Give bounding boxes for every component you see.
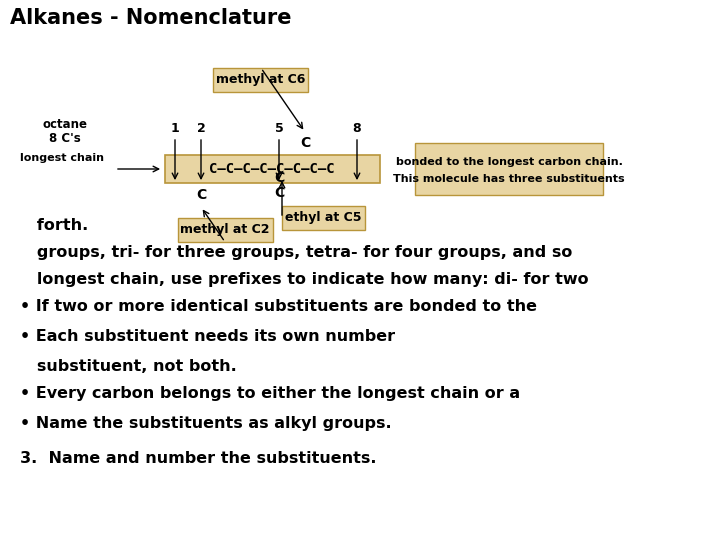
Text: substituent, not both.: substituent, not both. (20, 359, 237, 374)
Text: • Every carbon belongs to either the longest chain or a: • Every carbon belongs to either the lon… (20, 386, 520, 401)
Text: C: C (300, 136, 310, 150)
Bar (282, 206, 365, 230)
Text: This molecule has three substituents: This molecule has three substituents (393, 174, 625, 184)
Text: • Each substituent needs its own number: • Each substituent needs its own number (20, 329, 395, 344)
Bar (213, 68, 308, 92)
Text: • Name the substituents as alkyl groups.: • Name the substituents as alkyl groups. (20, 416, 392, 431)
Text: C: C (274, 171, 284, 185)
Text: ethyl at C5: ethyl at C5 (284, 212, 361, 225)
Text: 2: 2 (197, 122, 205, 134)
Bar (178, 218, 273, 242)
Text: 5: 5 (274, 122, 284, 134)
Bar (165, 155, 380, 183)
Text: C: C (274, 186, 284, 200)
Text: octane: octane (42, 118, 88, 131)
Text: 1: 1 (171, 122, 179, 134)
Text: methyl at C6: methyl at C6 (216, 73, 306, 86)
Text: groups, tri- for three groups, tetra- for four groups, and so: groups, tri- for three groups, tetra- fo… (20, 245, 572, 260)
Text: forth.: forth. (20, 218, 89, 233)
Text: 8 C's: 8 C's (49, 132, 81, 145)
Text: • If two or more identical substituents are bonded to the: • If two or more identical substituents … (20, 299, 537, 314)
Text: bonded to the longest carbon chain.: bonded to the longest carbon chain. (395, 157, 622, 167)
Text: longest chain: longest chain (20, 153, 104, 163)
Bar (415, 143, 603, 195)
Text: 8: 8 (353, 122, 361, 134)
Text: C–C–C–C–C–C–C–C: C–C–C–C–C–C–C–C (210, 162, 335, 176)
Text: Alkanes - Nomenclature: Alkanes - Nomenclature (10, 8, 292, 28)
Text: 3.  Name and number the substituents.: 3. Name and number the substituents. (20, 451, 377, 466)
Text: longest chain, use prefixes to indicate how many: di- for two: longest chain, use prefixes to indicate … (20, 272, 589, 287)
Text: methyl at C2: methyl at C2 (180, 224, 270, 237)
Text: C: C (196, 188, 206, 202)
